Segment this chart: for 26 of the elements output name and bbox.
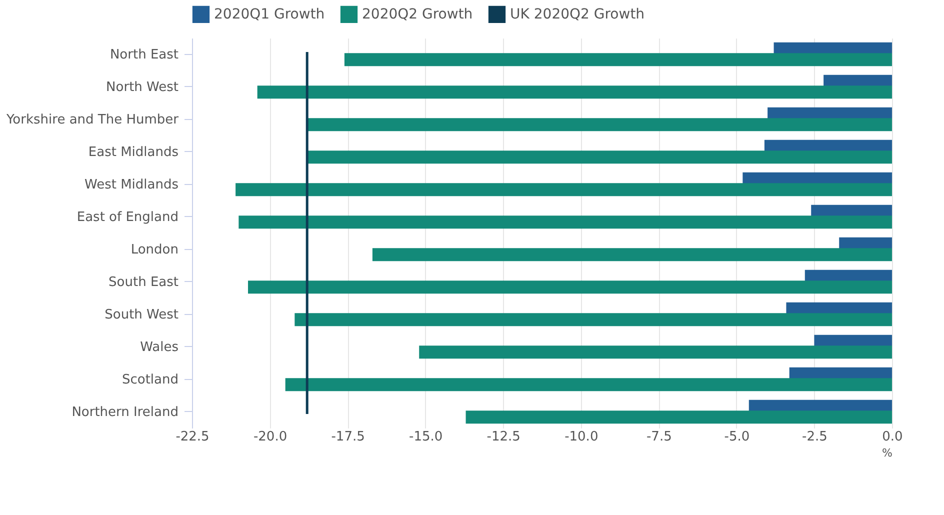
y-tick-label: East of England bbox=[76, 210, 178, 225]
legend-label: 2020Q2 Growth bbox=[362, 6, 473, 22]
y-tick-label: South West bbox=[104, 307, 178, 322]
y-tick-label: West Midlands bbox=[84, 177, 179, 192]
x-tick-label: -2.5 bbox=[802, 430, 828, 444]
x-tick-label: 0.0 bbox=[882, 430, 903, 444]
x-tick-label: -5.0 bbox=[724, 430, 750, 444]
x-tick-label: -20.0 bbox=[253, 430, 288, 444]
legend-label: UK 2020Q2 Growth bbox=[510, 6, 645, 22]
y-tick-label: South East bbox=[108, 274, 178, 290]
y-tick-label: Northern Ireland bbox=[72, 404, 178, 420]
x-tick-label: -12.5 bbox=[486, 430, 520, 444]
x-tick-label: -10.0 bbox=[564, 430, 598, 444]
x-tick-label: -17.5 bbox=[331, 430, 365, 444]
y-tick-label: Yorkshire and The Humber bbox=[5, 112, 180, 128]
x-tick-label: -22.5 bbox=[176, 430, 210, 444]
y-tick-label: North East bbox=[110, 47, 178, 62]
x-tick-label: -15.0 bbox=[409, 430, 443, 444]
y-tick-label: London bbox=[130, 242, 178, 258]
x-tick-label: -7.5 bbox=[646, 430, 672, 444]
y-tick-label: Scotland bbox=[122, 372, 178, 388]
x-axis-title: % bbox=[882, 446, 892, 460]
y-tick-label: East Midlands bbox=[88, 144, 179, 160]
legend-label: 2020Q1 Growth bbox=[214, 6, 325, 22]
y-tick-label: North West bbox=[106, 80, 178, 95]
y-tick-label: Wales bbox=[140, 340, 179, 355]
